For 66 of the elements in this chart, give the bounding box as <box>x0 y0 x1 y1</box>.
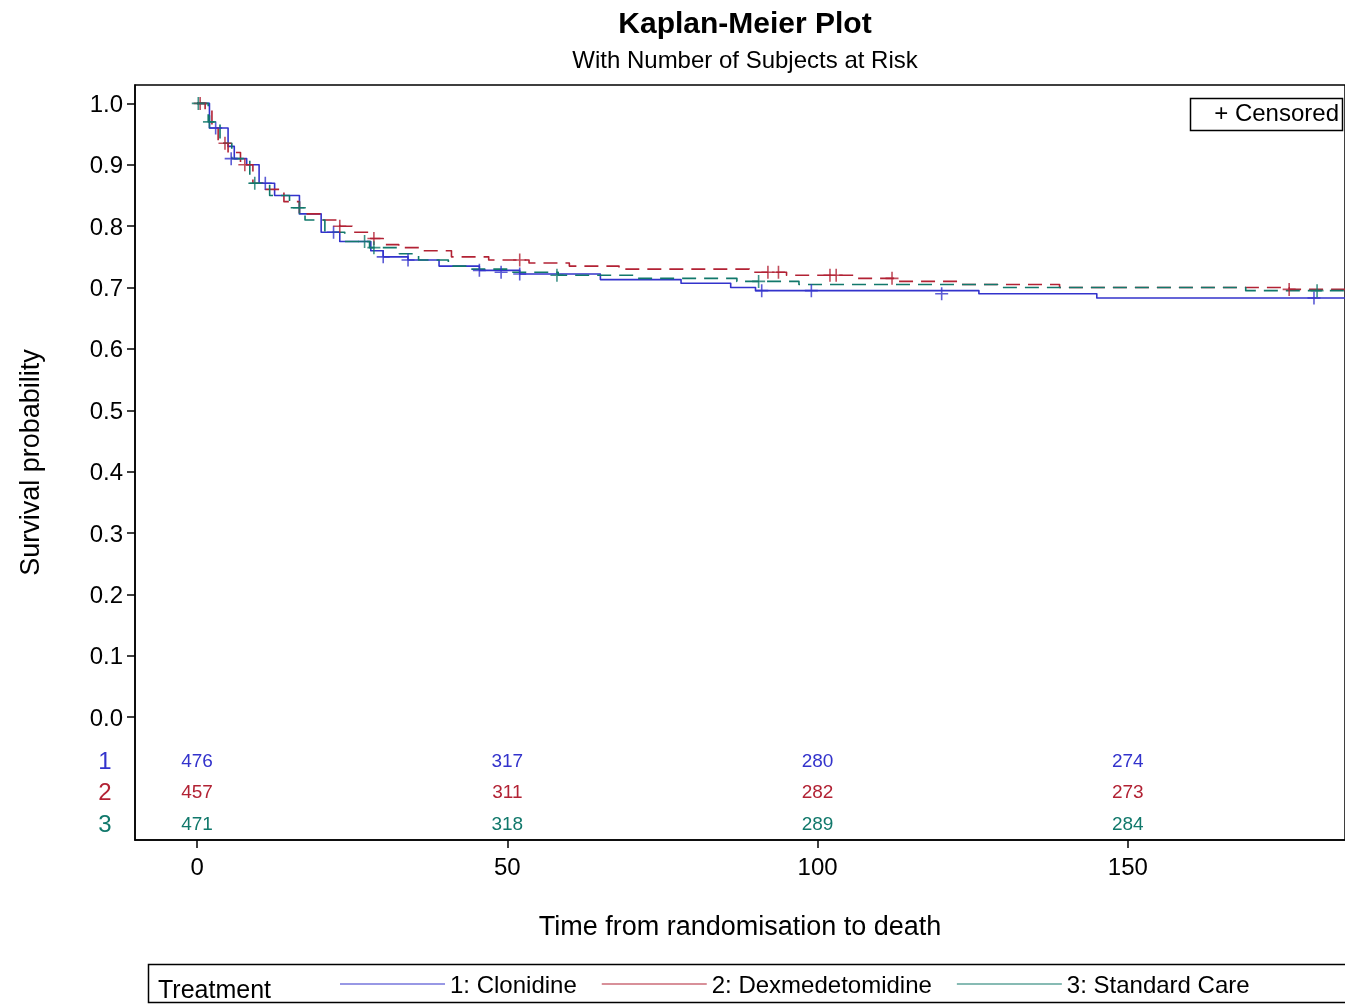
y-tick-label: 1.0 <box>89 89 123 117</box>
y-tick-label: 0.3 <box>89 519 123 547</box>
text: 3 <box>98 809 112 837</box>
x-tick-label: 0 <box>190 852 204 880</box>
point <box>217 136 233 151</box>
legend-label: 2: Dexmedetomidine <box>711 970 932 998</box>
annotation: 274 <box>1111 749 1145 771</box>
x-tick-label: 50 <box>493 852 521 880</box>
point <box>237 157 253 173</box>
point <box>1309 283 1325 298</box>
annotation: 311 <box>492 781 523 803</box>
point <box>472 263 487 278</box>
point <box>493 264 509 280</box>
point <box>1306 290 1322 306</box>
point <box>751 274 766 289</box>
point <box>828 267 844 283</box>
point <box>247 175 263 191</box>
x-tick-label: 100 <box>797 852 838 880</box>
y-axis-title: Survival probability <box>14 348 45 576</box>
annotation: 289 <box>801 812 834 834</box>
legend-title: Treatment <box>158 974 272 1003</box>
point <box>934 286 949 301</box>
y-tick-label: 0.7 <box>89 274 123 302</box>
point <box>771 264 786 280</box>
point <box>804 283 819 298</box>
point <box>754 283 770 298</box>
annotation: 476 <box>181 749 213 771</box>
x-axis-title: Time from randomisation to death <box>538 910 942 941</box>
x-tick-label: 150 <box>1107 852 1148 880</box>
y-tick-label: 0.1 <box>89 642 123 670</box>
point <box>208 120 223 136</box>
point <box>258 175 273 191</box>
annotation: 471 <box>181 812 213 834</box>
chart-title: Kaplan-Meier Plot <box>618 5 872 39</box>
annotation: 284 <box>1111 812 1145 834</box>
y-tick-label: 0.4 <box>89 458 123 486</box>
annotation: 318 <box>491 812 524 834</box>
legend-label: 1: Clonidine <box>450 970 577 998</box>
annotation: 317 <box>491 749 524 771</box>
y-tick-label: 0.0 <box>89 703 123 731</box>
annotation: 282 <box>801 781 834 803</box>
point <box>375 249 391 265</box>
y-tick-label: 0.9 <box>89 151 123 179</box>
y-tick-label: 0.8 <box>89 212 123 240</box>
y-tick-label: 0.5 <box>89 396 123 424</box>
text: 2 <box>98 778 112 806</box>
annotation: 457 <box>181 781 213 803</box>
annotation: 280 <box>801 749 834 771</box>
text: 1 <box>98 746 112 774</box>
point <box>400 252 416 268</box>
point <box>512 252 528 268</box>
point <box>1281 282 1297 297</box>
legend-label: 3: Standard Care <box>1066 970 1250 998</box>
point <box>512 266 528 282</box>
point <box>202 114 217 130</box>
annotation: + Censored <box>1214 98 1339 126</box>
point <box>549 267 565 283</box>
y-tick-label: 0.6 <box>89 335 123 363</box>
point <box>223 151 239 166</box>
point <box>884 271 900 286</box>
point <box>292 200 307 216</box>
point <box>332 218 348 234</box>
point <box>326 225 341 240</box>
chart-subtitle: With Number of Subjects at Risk <box>572 45 919 73</box>
annotation: 273 <box>1111 781 1144 803</box>
y-tick-label: 0.2 <box>89 580 123 608</box>
